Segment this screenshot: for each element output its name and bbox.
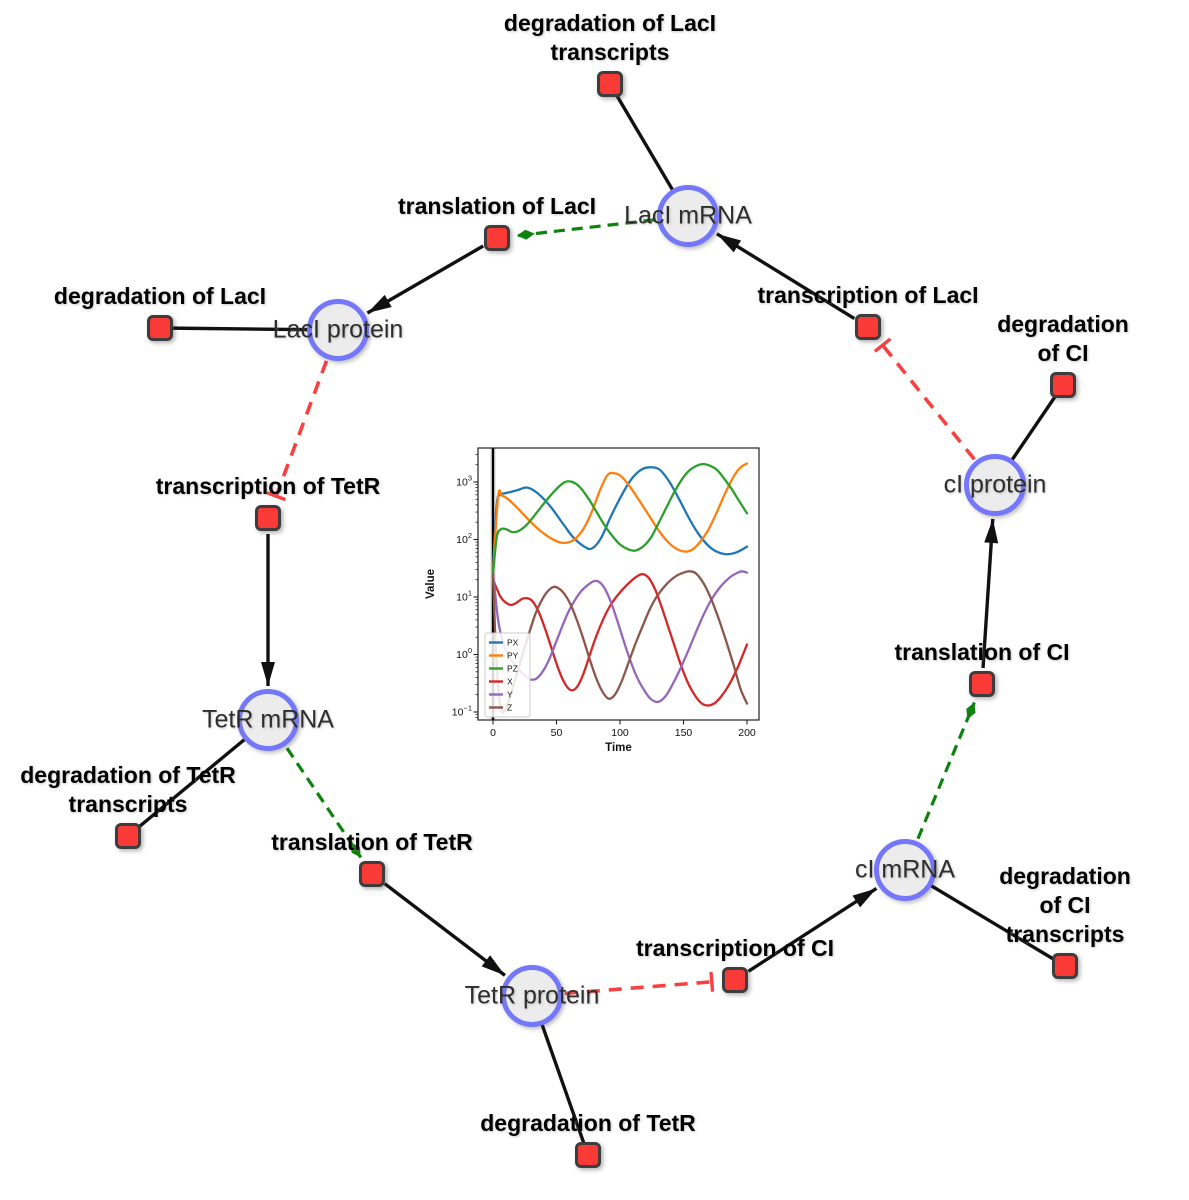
y-axis-label: Value xyxy=(425,569,437,599)
edge-laci-protein-transcription-of-tetr-inhibition[interactable] xyxy=(266,360,329,501)
reaction-node-degradation-of-laci-transcripts[interactable] xyxy=(597,71,623,97)
reaction-node-degradation-of-ci[interactable] xyxy=(1050,372,1076,398)
edge-transcription-of-ci-ci-mrna-production[interactable] xyxy=(747,887,878,973)
reaction-node-degradation-of-tetr[interactable] xyxy=(575,1142,601,1168)
edge-transcription-of-laci-laci-mrna-production[interactable] xyxy=(716,232,856,321)
edge-tetr-mrna-translation-of-tetr-catalysis[interactable] xyxy=(285,747,363,859)
species-label-laci-protein: LacI protein xyxy=(272,315,404,344)
series-PY-curve xyxy=(491,462,749,576)
y-tick-label: 100 xyxy=(456,646,472,661)
reaction-node-degradation-of-laci[interactable] xyxy=(147,315,173,341)
reaction-label-translation-of-tetr: translation of TetR xyxy=(271,829,473,856)
x-tick-label: 150 xyxy=(675,727,693,739)
legend-box xyxy=(484,632,531,718)
reaction-node-degradation-of-tetr-transcripts[interactable] xyxy=(115,823,141,849)
x-axis-label: Time xyxy=(605,742,632,754)
legend-label-Z: Z xyxy=(507,703,512,713)
species-node-ci-mrna[interactable] xyxy=(874,839,936,901)
y-tick-label: 102 xyxy=(456,531,472,546)
reaction-label-transcription-of-laci: transcription of LacI xyxy=(757,282,979,309)
reaction-node-transcription-of-ci[interactable] xyxy=(722,967,748,993)
edge-translation-of-laci-laci-protein-production[interactable] xyxy=(366,244,485,315)
x-tick-label: 0 xyxy=(490,727,496,739)
x-tick-label: 200 xyxy=(738,727,756,739)
series-PX-curve xyxy=(491,466,749,571)
reaction-node-transcription-of-tetr[interactable] xyxy=(255,505,281,531)
x-tick-label: 50 xyxy=(551,727,563,739)
species-node-laci-mrna[interactable] xyxy=(657,185,719,247)
species-label-tetr-mrna: TetR mRNA xyxy=(202,705,334,734)
edge-tetr-protein-transcription-of-ci-inhibition[interactable] xyxy=(564,971,715,996)
reaction-label-transcription-of-tetr: transcription of TetR xyxy=(155,473,381,500)
edge-ci-mrna-translation-of-ci-catalysis[interactable] xyxy=(916,701,976,840)
legend-label-Y: Y xyxy=(507,690,513,700)
species-label-ci-protein: cI protein xyxy=(943,470,1047,499)
legend-label-PX: PX xyxy=(507,638,519,648)
y-tick-label: 103 xyxy=(456,474,472,489)
reaction-label-degradation-of-tetr: degradation of TetR xyxy=(480,1110,696,1137)
reaction-label-degradation-of-ci: degradation of CI xyxy=(997,311,1129,367)
time-course-plot: 0 50 100 150 200 103 102 101 100 10−1 Time Value PX P… xyxy=(420,436,780,772)
reaction-node-degradation-of-ci-transcripts[interactable] xyxy=(1052,953,1078,979)
edge-laci-mrna-translation-of-laci-catalysis[interactable] xyxy=(516,218,655,240)
species-node-ci-protein[interactable] xyxy=(964,454,1026,516)
reaction-node-translation-of-ci[interactable] xyxy=(969,671,995,697)
species-label-laci-mrna: LacI mRNA xyxy=(624,201,752,230)
reaction-node-translation-of-tetr[interactable] xyxy=(359,861,385,887)
species-node-tetr-mrna[interactable] xyxy=(237,689,299,751)
species-node-laci-protein[interactable] xyxy=(307,299,369,361)
y-tick-label: 10−1 xyxy=(452,704,472,719)
reaction-node-transcription-of-laci[interactable] xyxy=(855,314,881,340)
reaction-label-degradation-of-tetr-transcripts: degradation of TetR transcripts xyxy=(20,762,236,818)
x-tick-label: 100 xyxy=(611,727,629,739)
species-label-ci-mrna: cI mRNA xyxy=(855,855,955,884)
reaction-label-translation-of-laci: translation of LacI xyxy=(397,193,597,220)
reaction-label-degradation-of-laci-transcripts: degradation of LacI transcripts xyxy=(503,10,717,66)
edge-translation-of-ci-ci-protein-production[interactable] xyxy=(981,518,999,669)
reaction-label-degradation-of-ci-transcripts: degradation of CI transcripts xyxy=(999,863,1131,948)
edge-ci-mrna-degradation-of-ci-transcripts-consumption[interactable] xyxy=(904,868,1066,968)
legend-label-PY: PY xyxy=(507,651,519,661)
axes-frame xyxy=(477,447,760,721)
edge-ci-protein-transcription-of-laci-inhibition[interactable] xyxy=(874,338,976,461)
reaction-label-transcription-of-ci: transcription of CI xyxy=(635,935,835,962)
series-PZ-curve xyxy=(491,462,749,576)
y-tick-label: 101 xyxy=(456,589,472,604)
reaction-label-degradation-of-laci: degradation of LacI xyxy=(53,283,267,310)
legend-label-PZ: PZ xyxy=(507,664,518,674)
reaction-node-translation-of-laci[interactable] xyxy=(484,225,510,251)
reaction-label-translation-of-ci: translation of CI xyxy=(894,639,1070,666)
species-node-tetr-protein[interactable] xyxy=(501,965,563,1027)
edge-translation-of-tetr-tetr-protein-production[interactable] xyxy=(383,882,506,977)
legend-label-X: X xyxy=(507,677,513,687)
species-label-tetr-protein: TetR protein xyxy=(464,981,600,1010)
